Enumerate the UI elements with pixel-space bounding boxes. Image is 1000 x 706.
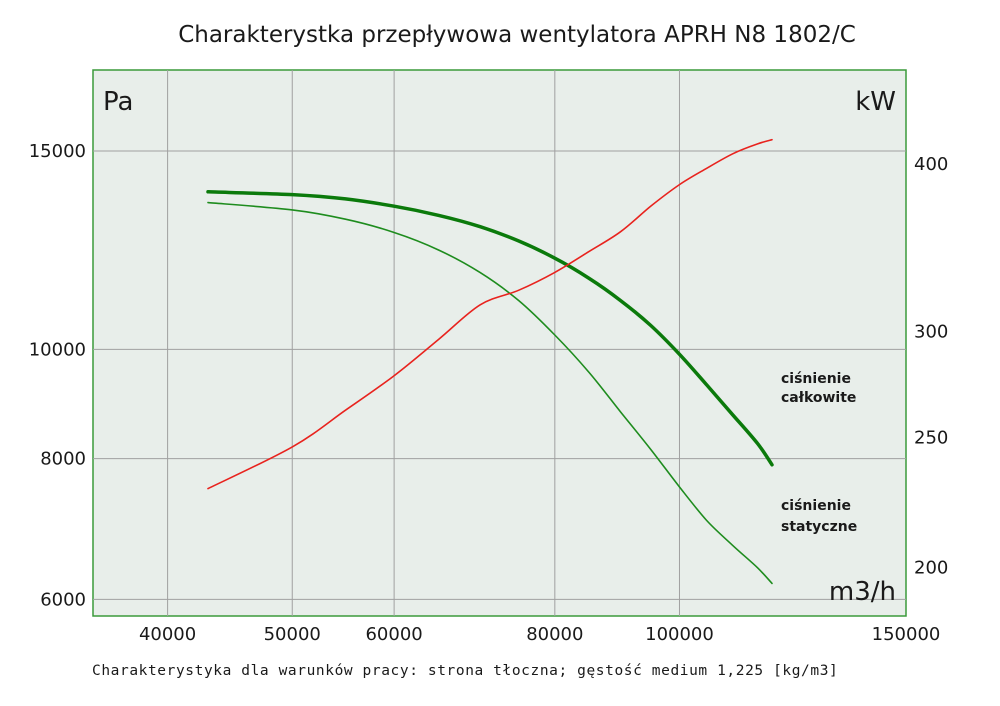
series-group (206, 138, 774, 585)
curve-label-static-line1: ciśnienie (781, 498, 851, 514)
curve-label-total-line2: całkowite (781, 390, 856, 406)
power-curve (207, 138, 773, 490)
chart-title: Charakterystka przepływowa wentylatora A… (178, 22, 856, 48)
y-tick-labels: 6000 8000 10000 15000 (29, 141, 86, 610)
static-pressure-curve (207, 201, 773, 585)
x-tick-label: 100000 (645, 624, 714, 645)
y2-axis-unit-label: kW (855, 87, 896, 117)
y2-tick-label: 200 (914, 557, 948, 578)
x-tick-label: 150000 (872, 624, 941, 645)
curve-label-total-line1: ciśnienie (781, 371, 851, 387)
x-tick-labels: 40000 50000 60000 80000 100000 150000 (139, 624, 940, 645)
x-tick-label: 40000 (139, 624, 196, 645)
grid (93, 70, 906, 616)
y-tick-label: 6000 (40, 589, 86, 610)
x-axis-unit-label: m3/h (829, 577, 896, 607)
y2-tick-label: 250 (914, 428, 948, 449)
y-tick-label: 8000 (40, 449, 86, 470)
chart-footnote: Charakterystyka dla warunków pracy: stro… (92, 663, 838, 679)
x-tick-label: 50000 (264, 624, 321, 645)
curve-label-static-line2: statyczne (781, 519, 857, 535)
y-tick-label: 10000 (29, 339, 86, 360)
y2-tick-labels: 200 250 300 400 (914, 154, 948, 579)
y2-tick-label: 300 (914, 321, 948, 342)
y-axis-unit-label: Pa (103, 87, 133, 117)
y-tick-label: 15000 (29, 141, 86, 162)
plot-area (92, 69, 907, 617)
x-tick-label: 60000 (365, 624, 422, 645)
x-tick-label: 80000 (526, 624, 583, 645)
y2-tick-label: 400 (914, 154, 948, 175)
